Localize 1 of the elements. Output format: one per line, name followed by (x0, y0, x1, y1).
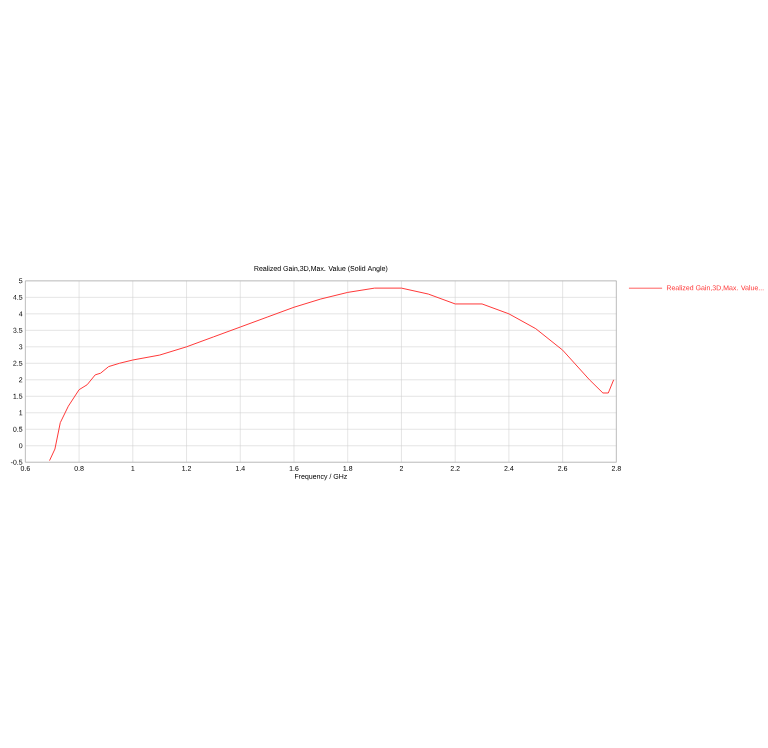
line-series (49, 287, 615, 461)
